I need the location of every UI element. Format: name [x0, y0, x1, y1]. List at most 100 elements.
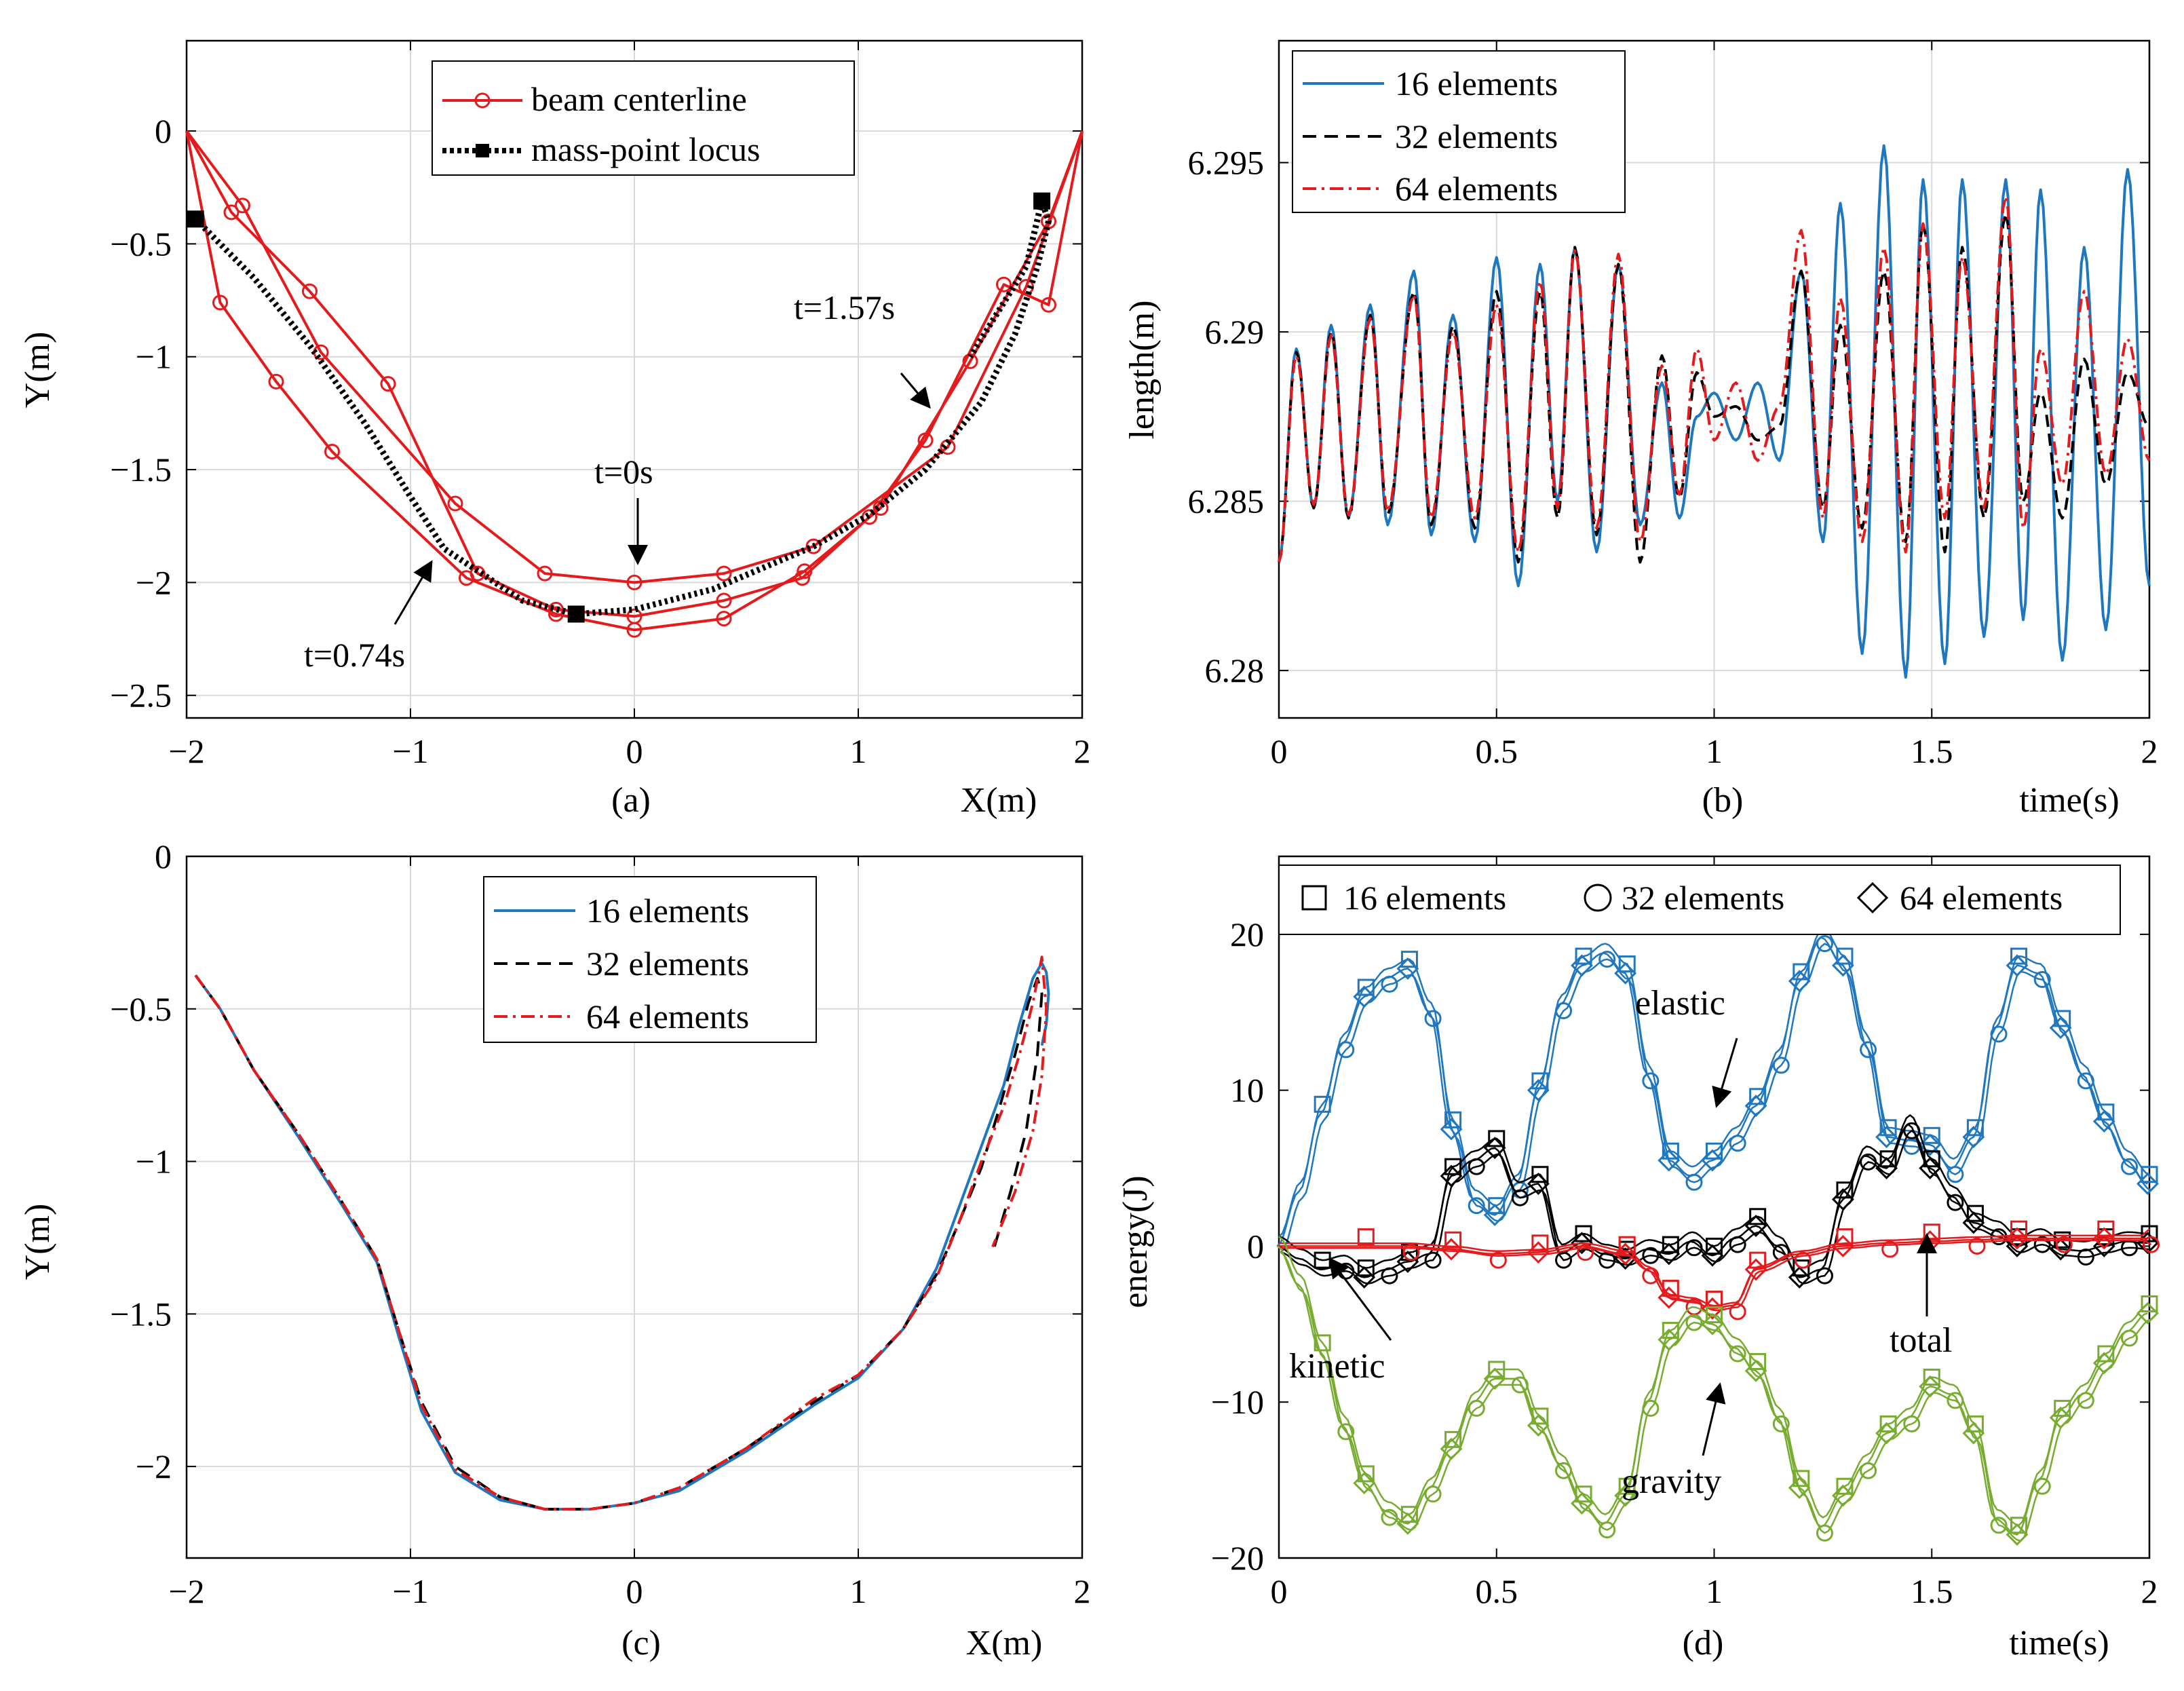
point-marker — [1527, 1414, 1550, 1437]
point-marker — [1816, 935, 1833, 953]
x-tick-label: 1.5 — [1911, 732, 1953, 770]
point-marker — [1353, 985, 1376, 1008]
point-marker — [1571, 1492, 1593, 1515]
x-tick-label: 2 — [1074, 1572, 1091, 1610]
point-marker — [1440, 1238, 1463, 1261]
point-marker — [1831, 1188, 1854, 1211]
y-tick-label: −1 — [136, 338, 172, 376]
point-marker — [1483, 1204, 1506, 1226]
point-marker — [716, 565, 732, 582]
panel-b-legend-32: 32 elements — [1395, 117, 1558, 155]
point-marker — [1527, 1079, 1550, 1102]
point-marker — [1919, 1375, 1942, 1398]
annotation-t157-text: t=1.57s — [794, 288, 895, 326]
panel-c-legend-16: 16 elements — [586, 892, 749, 930]
point-marker — [1571, 954, 1593, 977]
x-tick-label: 2 — [2141, 732, 2158, 770]
point-marker — [1357, 1259, 1375, 1277]
point-marker — [1749, 1208, 1767, 1226]
x-tick-label: 1 — [1706, 732, 1723, 770]
point-marker — [1402, 1244, 1420, 1261]
label-kinetic: kinetic — [1289, 1347, 1385, 1386]
series-group-b — [1278, 144, 2151, 679]
series-line-64-elements — [194, 955, 1048, 1511]
point-marker — [1962, 1422, 1985, 1445]
point-marker — [1701, 1149, 1724, 1172]
point-marker — [1531, 1166, 1549, 1183]
panel-d-legend-32: 32 elements — [1622, 879, 1784, 917]
point-marker — [2137, 1173, 2159, 1195]
panel-b-xlabel: time(s) — [2019, 781, 2119, 820]
x-tick-label: 0.5 — [1476, 1572, 1518, 1610]
x-tick-label: 1.5 — [1911, 1572, 1953, 1610]
point-marker — [1468, 1197, 1485, 1215]
point-marker — [1793, 1259, 1810, 1277]
point-marker — [1658, 1242, 1681, 1266]
point-marker — [1575, 947, 1592, 965]
y-tick-label: −1.5 — [110, 1295, 172, 1333]
point-marker — [380, 376, 396, 392]
point-marker — [1879, 1119, 1897, 1137]
point-marker — [1440, 1164, 1463, 1188]
point-marker — [1614, 1242, 1637, 1266]
point-marker — [1357, 1228, 1375, 1246]
point-marker — [1744, 1258, 1767, 1281]
point-marker — [1744, 1359, 1767, 1382]
point-marker — [2006, 1227, 2029, 1250]
point-marker — [1424, 1485, 1442, 1503]
point-marker — [1658, 1328, 1681, 1351]
y-tick-label: 20 — [1230, 915, 1264, 953]
point-marker — [1701, 1297, 1724, 1320]
point-marker — [2033, 971, 2051, 989]
label-gravity: gravity — [1622, 1462, 1721, 1501]
point-marker — [1903, 1122, 1921, 1139]
point-marker — [917, 432, 934, 449]
point-marker — [2010, 1220, 2028, 1238]
series-line-total-2 — [1277, 1237, 2148, 1310]
point-marker — [1744, 1215, 1767, 1237]
series-line-64-elements — [1278, 195, 2151, 563]
point-marker — [1744, 1095, 1767, 1118]
point-marker — [1571, 1232, 1593, 1255]
point-marker — [1706, 1306, 1723, 1324]
point-marker — [1968, 1237, 1986, 1255]
point-marker — [1831, 954, 1854, 977]
panel-d-legend: 16 elements 32 elements 64 elements — [1278, 864, 2121, 935]
y-tick-label: −0.5 — [110, 990, 172, 1028]
point-marker — [2049, 1238, 2072, 1261]
point-marker — [2143, 1236, 2160, 1253]
axes-c: −2 −1 0 1 2 0 −0.5 −1 −1.5 −2 — [110, 837, 1090, 1610]
point-marker — [1749, 1251, 1767, 1269]
point-marker — [1511, 1376, 1529, 1394]
panel-d-label: (d) — [1683, 1624, 1724, 1662]
x-tick-label: −2 — [168, 1572, 204, 1610]
point-marker — [212, 294, 228, 311]
point-marker — [2141, 1225, 2158, 1242]
series-line-elastic-2 — [1276, 936, 2148, 1247]
point-marker — [2077, 1249, 2094, 1266]
point-marker — [1488, 1361, 1506, 1378]
point-marker — [2049, 1016, 2072, 1040]
annotation-t0: t=0s — [594, 453, 653, 565]
panel-a-xlabel: X(m) — [961, 781, 1037, 820]
point-marker — [1488, 1130, 1506, 1147]
point-marker — [2049, 1406, 2072, 1429]
point-marker — [1875, 1157, 1898, 1179]
series-line-beam-centerline-t=0.74s — [185, 130, 1084, 632]
series-group-c — [194, 955, 1050, 1511]
point-marker — [1923, 1126, 1940, 1144]
series-line-16-elements — [194, 962, 1050, 1511]
point-marker — [2120, 1158, 2138, 1175]
point-marker — [1041, 297, 1056, 313]
point-marker — [1919, 1157, 1942, 1179]
y-tick-label: 10 — [1230, 1071, 1264, 1109]
point-marker — [1788, 1477, 1811, 1500]
point-marker — [1788, 1266, 1811, 1289]
point-marker — [1440, 1437, 1463, 1460]
panel-a-legend: beam centerline mass-point locus — [432, 60, 855, 176]
panel-c-legend: 16 elements 32 elements 64 elements — [483, 876, 817, 1043]
label-elastic: elastic — [1635, 984, 1725, 1023]
point-marker — [2097, 1220, 2115, 1238]
panel-d-legend-64: 64 elements — [1900, 879, 2063, 917]
